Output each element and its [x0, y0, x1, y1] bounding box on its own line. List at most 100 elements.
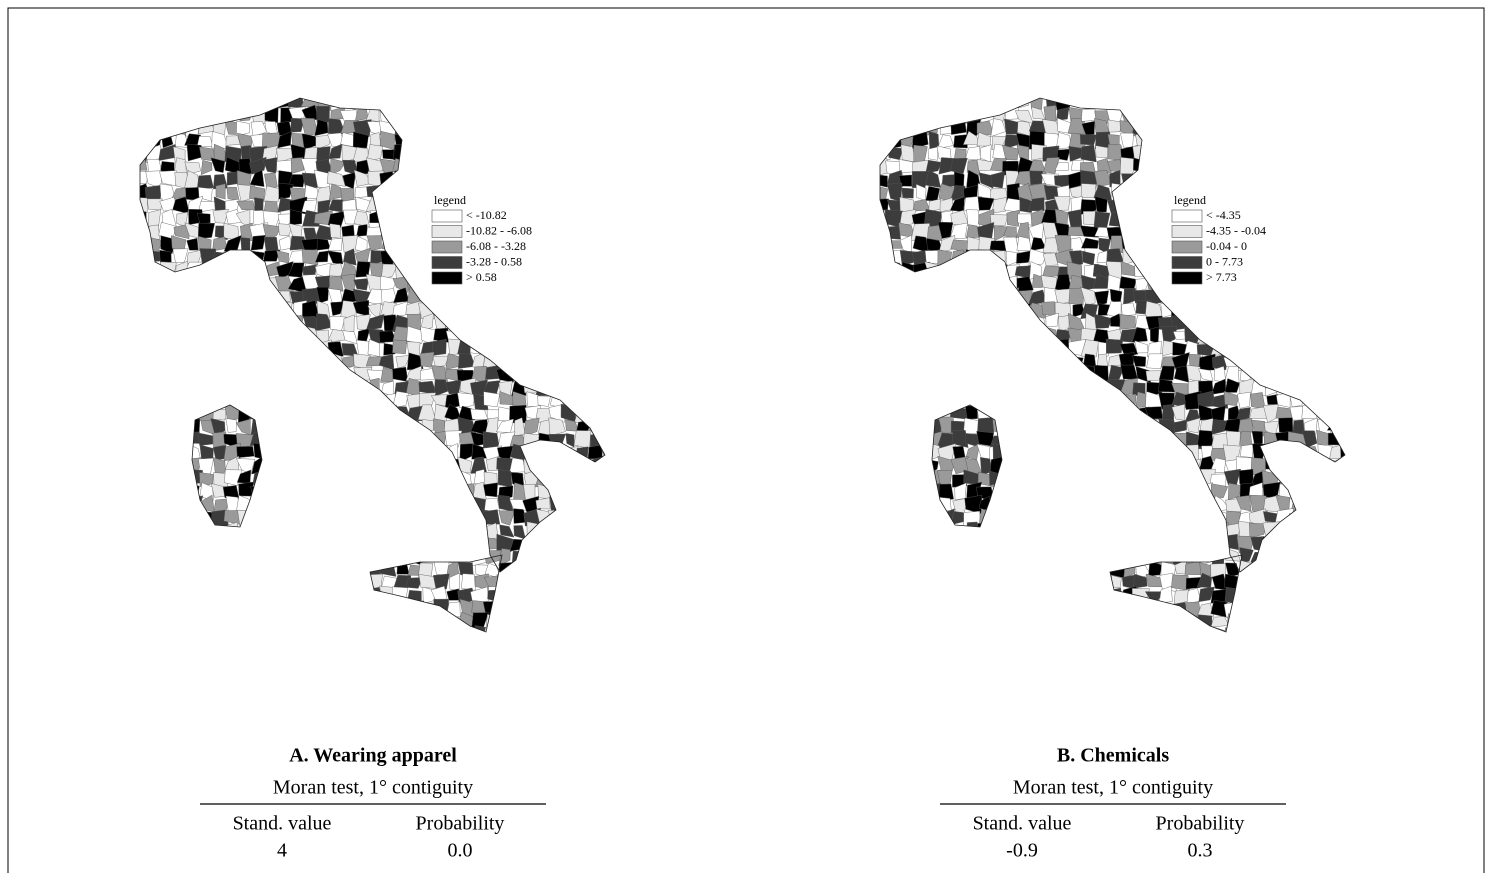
- municipality: [601, 144, 618, 159]
- municipality: [134, 495, 150, 510]
- municipality: [1316, 591, 1333, 603]
- municipality: [251, 522, 267, 537]
- municipality: [950, 525, 965, 538]
- municipality: [938, 628, 950, 644]
- municipality: [1265, 575, 1278, 592]
- municipality: [937, 366, 954, 384]
- municipality: [289, 223, 302, 238]
- municipality: [341, 574, 358, 588]
- municipality: [432, 615, 449, 626]
- municipality: [1304, 251, 1318, 263]
- municipality: [1331, 381, 1340, 391]
- municipality: [161, 434, 176, 448]
- municipality: [926, 314, 941, 331]
- municipality: [1288, 145, 1304, 161]
- municipality: [552, 534, 564, 551]
- municipality: [1004, 409, 1019, 423]
- municipality: [1225, 108, 1241, 121]
- column-header: Stand. value: [233, 813, 332, 835]
- municipality: [483, 510, 500, 525]
- municipality: [899, 549, 916, 564]
- municipality: [602, 419, 619, 434]
- municipality: [914, 145, 928, 163]
- municipality: [459, 147, 471, 162]
- municipality: [290, 329, 302, 343]
- municipality: [1328, 548, 1346, 563]
- municipality: [1057, 549, 1068, 561]
- municipality: [250, 329, 266, 341]
- municipality: [1302, 185, 1318, 199]
- municipality: [289, 443, 307, 459]
- municipality: [900, 445, 914, 461]
- municipality: [147, 419, 161, 435]
- municipality: [1174, 522, 1186, 538]
- municipality: [940, 303, 955, 318]
- municipality: [981, 577, 993, 592]
- municipality: [900, 342, 915, 358]
- municipality: [1081, 536, 1098, 553]
- panel-title: B. Chemicals: [1057, 745, 1169, 767]
- municipality: [471, 144, 489, 158]
- municipality: [199, 96, 210, 110]
- municipality: [251, 365, 268, 383]
- municipality: [289, 404, 306, 423]
- municipality: [445, 472, 462, 485]
- municipality: [1121, 482, 1138, 499]
- municipality: [211, 564, 227, 577]
- municipality: [432, 339, 446, 355]
- municipality: [551, 457, 567, 475]
- municipality: [472, 172, 485, 186]
- municipality: [550, 599, 567, 616]
- municipality: [1198, 495, 1213, 514]
- municipality: [341, 380, 359, 394]
- municipality: [275, 434, 294, 449]
- municipality: [1330, 236, 1344, 251]
- municipality: [392, 587, 408, 604]
- municipality: [1278, 251, 1294, 264]
- municipality: [1275, 549, 1290, 565]
- municipality: [406, 601, 424, 616]
- municipality: [579, 457, 590, 473]
- municipality: [211, 289, 224, 302]
- municipality: [1341, 420, 1359, 431]
- municipality: [1031, 470, 1043, 487]
- municipality: [1238, 133, 1253, 145]
- municipality: [237, 391, 253, 409]
- municipality: [357, 433, 370, 449]
- municipality: [1148, 235, 1160, 253]
- municipality: [475, 185, 486, 201]
- municipality: [911, 459, 925, 474]
- municipality: [249, 495, 267, 513]
- municipality: [198, 223, 215, 238]
- municipality: [329, 534, 341, 550]
- municipality: [1018, 422, 1033, 434]
- municipality: [1016, 526, 1030, 537]
- municipality: [875, 262, 889, 280]
- municipality: [1212, 328, 1226, 345]
- municipality: [588, 445, 602, 459]
- municipality: [912, 508, 929, 523]
- municipality: [873, 354, 891, 368]
- municipality: [939, 315, 953, 332]
- municipality: [873, 327, 890, 342]
- municipality: [1345, 162, 1355, 176]
- municipality: [1068, 421, 1084, 434]
- municipality: [418, 123, 435, 137]
- municipality: [161, 524, 176, 537]
- municipality: [223, 105, 240, 119]
- municipality: [460, 301, 475, 314]
- municipality: [1223, 534, 1238, 550]
- municipality: [1227, 614, 1242, 630]
- municipality: [343, 522, 357, 539]
- municipality: [1094, 612, 1109, 629]
- municipality: [512, 576, 528, 590]
- municipality: [1327, 421, 1345, 430]
- municipality: [889, 303, 900, 319]
- municipality: [1147, 458, 1162, 471]
- municipality: [522, 577, 539, 590]
- municipality: [576, 447, 588, 460]
- municipality: [1315, 134, 1332, 147]
- municipality: [589, 160, 603, 174]
- municipality: [265, 601, 276, 618]
- municipality: [912, 97, 928, 109]
